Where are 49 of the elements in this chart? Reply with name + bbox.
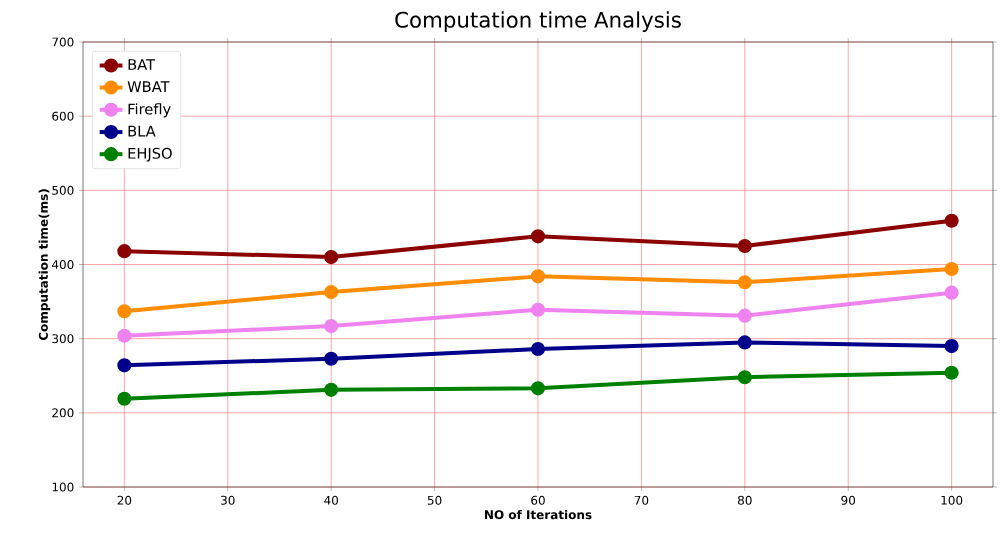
- point: [944, 261, 959, 277]
- y-tick-label: 600: [52, 111, 74, 121]
- point: [737, 275, 752, 290]
- legend-label: BLA: [128, 125, 156, 137]
- legend-label: Firefly: [128, 103, 171, 118]
- y-tick-label: 300: [52, 334, 74, 344]
- x-tick-label: 60: [531, 495, 545, 505]
- point: [117, 328, 132, 343]
- point: [737, 308, 752, 323]
- point: [117, 358, 132, 373]
- point: [944, 365, 959, 380]
- point: [944, 339, 959, 354]
- point: [530, 229, 546, 244]
- x-tick-label: 40: [324, 495, 339, 505]
- point: [324, 382, 339, 397]
- point: [324, 284, 339, 300]
- x-tick-label: 100: [941, 495, 963, 505]
- y-tick-label: 500: [52, 185, 74, 195]
- y-tick-label: 400: [51, 259, 74, 270]
- point: [737, 238, 752, 254]
- point: [737, 335, 752, 350]
- legend-label: WBAT: [127, 81, 170, 92]
- x-tick-label: 50: [427, 495, 442, 505]
- point: [117, 244, 132, 259]
- y-tick-label: 200: [52, 408, 74, 418]
- x-axis-title: NO of Iterations: [485, 509, 592, 520]
- y-tick-label: 100: [52, 482, 74, 492]
- chart-title: Computation time Analysis: [395, 11, 681, 32]
- x-tick-label: 70: [634, 495, 649, 505]
- point: [530, 302, 546, 317]
- point: [530, 269, 546, 284]
- x-tick-label: 90: [841, 495, 856, 505]
- point: [117, 304, 132, 319]
- point: [324, 250, 339, 265]
- legend-label: BAT: [128, 59, 156, 70]
- x-tick-label: 30: [221, 495, 235, 505]
- y-axis-title: Computation time(ms): [38, 189, 51, 341]
- x-tick-label: 80: [738, 495, 752, 505]
- point: [737, 370, 752, 385]
- legend-label: EHJSO: [128, 147, 172, 162]
- point: [117, 391, 132, 406]
- point: [530, 381, 546, 396]
- point: [944, 213, 959, 228]
- point: [530, 341, 546, 357]
- y-tick-label: 700: [52, 37, 74, 47]
- point: [324, 319, 339, 334]
- point: [324, 351, 339, 366]
- x-tick-label: 20: [117, 495, 132, 505]
- point: [944, 285, 959, 300]
